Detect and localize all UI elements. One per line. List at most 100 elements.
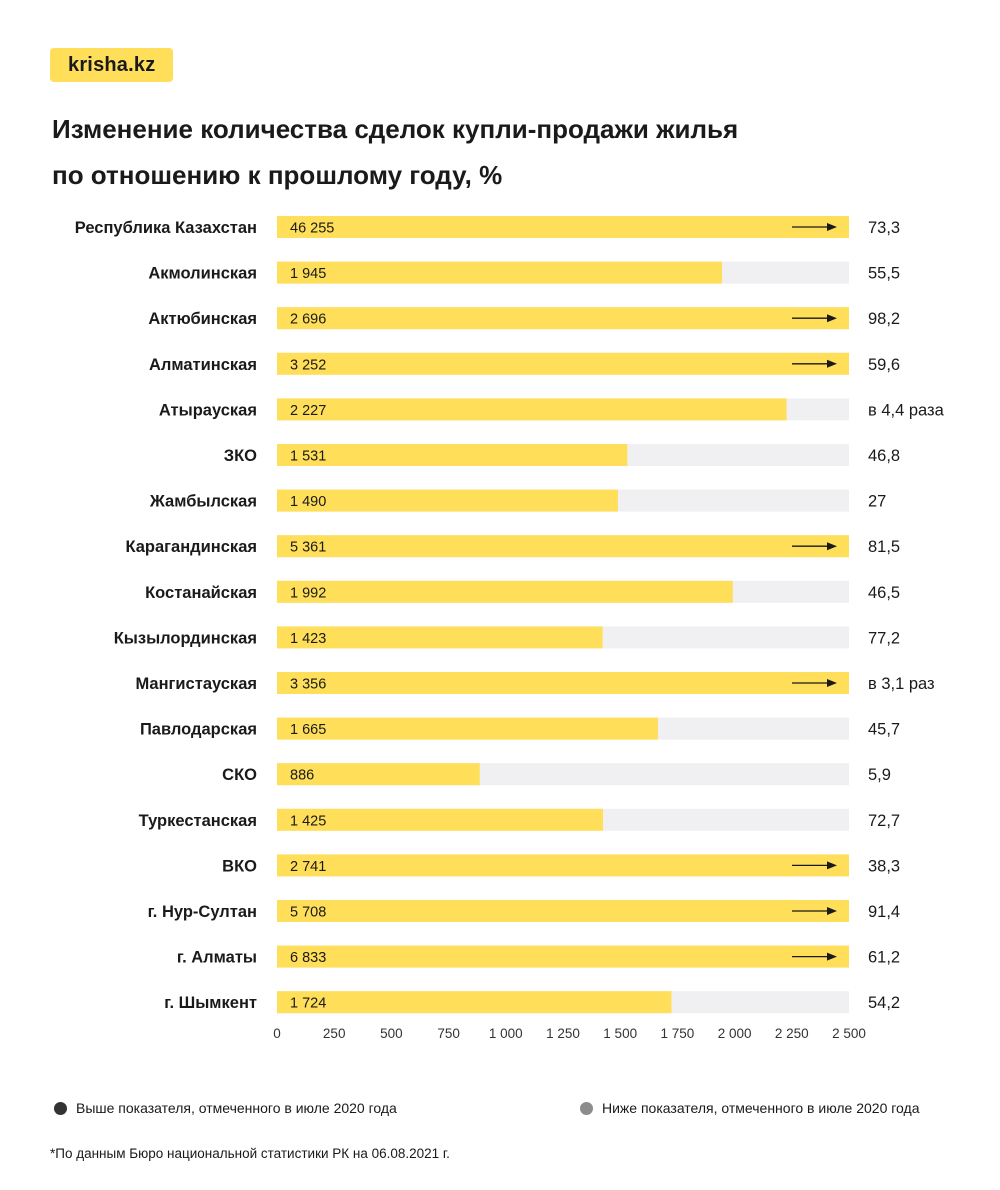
change-label: в 4,4 раза (868, 401, 945, 419)
x-tick-label: 0 (273, 1026, 281, 1041)
legend-above-label: Выше показателя, отмеченного в июле 2020… (76, 1100, 397, 1116)
change-label: 77,2 (868, 629, 900, 647)
legend-dot-gray-icon (580, 1101, 593, 1115)
bar-value-label: 46 255 (290, 221, 334, 237)
category-label: г. Нур-Султан (148, 903, 257, 921)
bar (277, 535, 849, 558)
arrow-right-icon (827, 359, 837, 368)
change-label: 91,4 (868, 903, 900, 921)
bar (277, 216, 849, 238)
bar-value-label: 5 361 (290, 540, 326, 556)
bar-value-label: 1 490 (290, 494, 326, 510)
category-label: Туркестанская (139, 812, 257, 830)
x-tick-label: 1 750 (661, 1026, 695, 1041)
bar (277, 398, 787, 421)
x-tick-label: 500 (380, 1026, 403, 1041)
category-label: Республика Казахстан (75, 219, 257, 237)
bar-value-label: 6 833 (290, 950, 326, 966)
bar (277, 808, 604, 831)
bar-value-label: 1 724 (290, 996, 326, 1012)
legend-below: Ниже показателя, отмеченного в июле 2020… (580, 1098, 920, 1118)
change-label: 46,8 (868, 447, 900, 465)
bar-value-label: 1 665 (290, 722, 326, 738)
change-label: 5,9 (868, 766, 891, 784)
x-tick-label: 2 250 (775, 1026, 809, 1041)
bar-value-label: 1 423 (290, 631, 326, 647)
bar-value-label: 3 356 (290, 677, 326, 693)
arrow-right-icon (827, 952, 837, 961)
x-tick-label: 2 000 (718, 1026, 752, 1041)
bar-value-label: 5 708 (290, 905, 326, 921)
bar-value-label: 2 696 (290, 312, 326, 328)
change-label: 59,6 (868, 356, 900, 374)
category-label: Акмолинская (148, 265, 257, 283)
x-tick-label: 2 500 (832, 1026, 866, 1041)
category-label: Актюбинская (148, 310, 257, 328)
bar (277, 763, 480, 786)
legend-dot-dark-icon (54, 1101, 67, 1115)
change-label: 98,2 (868, 310, 900, 328)
change-label: 55,5 (868, 265, 900, 283)
bar (277, 854, 849, 877)
krisha-logo: krisha.kz (50, 48, 174, 82)
x-tick-label: 750 (437, 1026, 460, 1041)
bar-value-label: 1 425 (290, 813, 326, 829)
category-label: Алматинская (149, 356, 257, 374)
category-label: г. Алматы (177, 949, 257, 967)
category-label: СКО (222, 766, 257, 784)
category-label: г. Шымкент (164, 994, 257, 1012)
bar-value-label: 1 945 (290, 266, 326, 282)
arrow-right-icon (827, 679, 837, 687)
x-tick-label: 1 000 (489, 1026, 523, 1041)
bar-value-label: 886 (290, 768, 314, 784)
change-label: 81,5 (868, 538, 900, 556)
arrow-right-icon (827, 223, 837, 231)
category-label: ВКО (222, 857, 257, 875)
change-label: 73,3 (868, 219, 900, 237)
x-tick-label: 1 250 (546, 1026, 580, 1041)
bar (277, 580, 733, 603)
bar-chart: Республика Казахстан 46 255 73,3 Акмолинска… (75, 216, 945, 1041)
bar (277, 352, 849, 375)
category-label: Костанайская (145, 584, 257, 602)
arrow-right-icon (827, 542, 837, 551)
category-label: Жамбылская (149, 493, 257, 511)
category-label: Кызылординская (114, 629, 257, 647)
bar (277, 900, 849, 922)
category-label: Павлодарская (140, 721, 257, 739)
chart-title-line-2: по отношению к прошлому году, % (52, 160, 503, 190)
bar (277, 945, 849, 968)
bar-value-label: 2 227 (290, 403, 326, 419)
change-label: 45,7 (868, 721, 900, 739)
bar (277, 261, 723, 284)
legend-below-label: Ниже показателя, отмеченного в июле 2020… (602, 1100, 920, 1116)
bar-value-label: 2 741 (290, 859, 326, 875)
change-label: 38,3 (868, 857, 900, 875)
category-label: Карагандинская (125, 538, 257, 556)
footnote: *По данным Бюро национальной статистики … (50, 1146, 450, 1161)
bar (277, 307, 849, 330)
bar (277, 489, 618, 512)
change-label: в 3,1 раз (868, 675, 935, 693)
x-tick-label: 250 (323, 1026, 346, 1041)
bar (277, 444, 628, 466)
bar (277, 626, 603, 649)
category-label: Мангистауская (135, 675, 257, 693)
chart-title: Изменение количества сделок купли-продаж… (52, 106, 952, 198)
change-label: 72,7 (868, 812, 900, 830)
legend-above: Выше показателя, отмеченного в июле 2020… (54, 1098, 397, 1118)
change-label: 46,5 (868, 584, 900, 602)
bar (277, 672, 849, 694)
arrow-right-icon (827, 861, 837, 870)
chart-title-line-1: Изменение количества сделок купли-продаж… (52, 114, 739, 144)
change-label: 27 (868, 493, 886, 511)
category-label: Атырауская (159, 401, 257, 419)
change-label: 61,2 (868, 949, 900, 967)
bar-value-label: 3 252 (290, 357, 326, 373)
category-label: ЗКО (224, 447, 257, 465)
bar (277, 717, 658, 740)
bar-value-label: 1 992 (290, 585, 326, 601)
x-tick-label: 1 500 (603, 1026, 637, 1041)
change-label: 54,2 (868, 994, 900, 1012)
arrow-right-icon (827, 907, 837, 915)
